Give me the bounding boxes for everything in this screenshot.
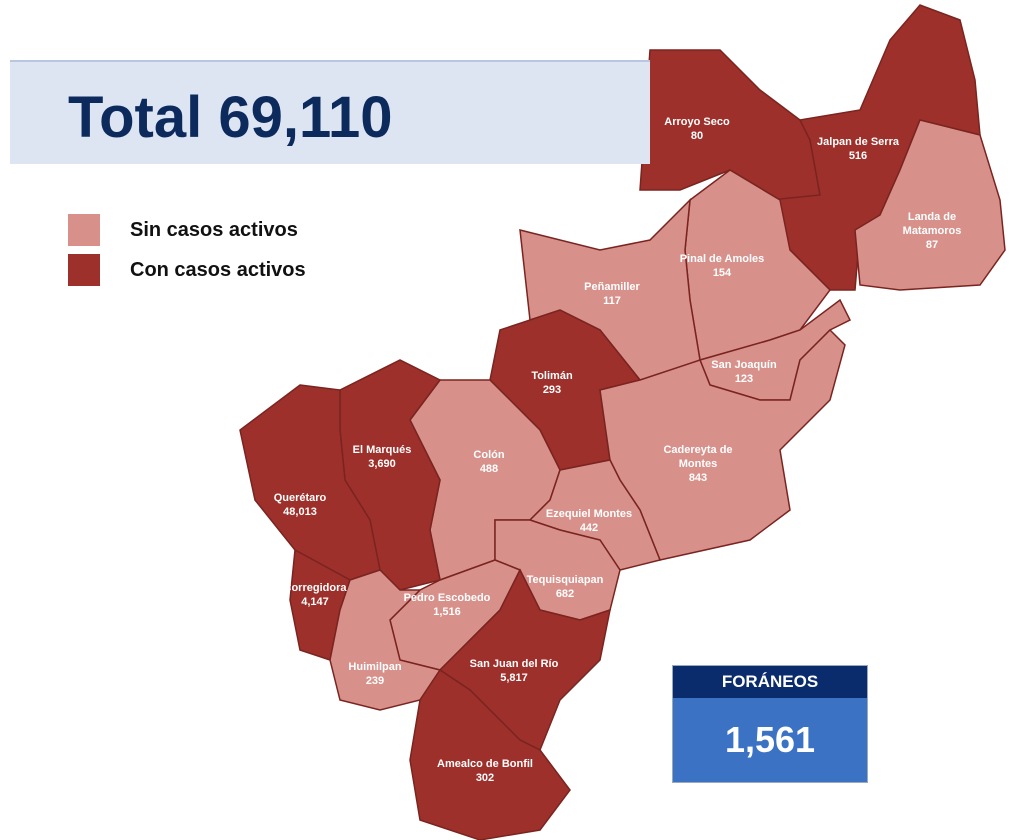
municipality-label: Querétaro 48,013: [245, 491, 355, 519]
legend-item: Sin casos activos: [68, 210, 306, 250]
municipality-value: 1,516: [433, 606, 461, 618]
municipality-value: 48,013: [283, 506, 317, 518]
municipality-name: Jalpan de Serra: [817, 136, 899, 148]
municipality-label: Cadereyta de Montes 843: [643, 443, 753, 485]
municipality-label: Tequisquiapan 682: [510, 573, 620, 601]
legend-label: Sin casos activos: [130, 218, 298, 241]
municipality-name: Pedro Escobedo: [403, 592, 491, 604]
municipality-name: Ezequiel Montes: [545, 508, 633, 520]
municipality-name: Colón: [473, 449, 505, 461]
municipality-value: 239: [365, 675, 385, 687]
municipality-value: 488: [479, 463, 499, 475]
municipality-label: Arroyo Seco 80: [642, 115, 752, 143]
municipality-value: 87: [925, 239, 939, 251]
municipality-label: Jalpan de Serra 516: [803, 135, 913, 163]
municipality-name: Amealco de Bonfil: [437, 758, 533, 770]
municipality-area: [409, 668, 571, 840]
municipality-name: Cadereyta de Montes: [663, 444, 733, 470]
municipality-label: El Marqués 3,690: [327, 443, 437, 471]
municipality-name: San Joaquín: [711, 359, 777, 371]
municipality-value: 293: [542, 384, 562, 396]
municipality-value: 3,690: [368, 458, 396, 470]
foraneos-value: 1,561: [673, 698, 867, 782]
municipality-label: Ezequiel Montes 442: [534, 507, 644, 535]
legend-label: Con casos activos: [130, 258, 306, 281]
foraneos-title: FORÁNEOS: [673, 666, 867, 698]
municipality-area: [854, 119, 1006, 291]
municipality-label: Huimilpan 239: [320, 660, 430, 688]
municipality-label: Landa de Matamoros 87: [877, 210, 987, 252]
municipality-label: Tolimán 293: [497, 369, 607, 397]
municipality-label: San Juan del Río 5,817: [459, 657, 569, 685]
municipality-value: 843: [688, 472, 708, 484]
banner: Total 69,110: [10, 60, 650, 164]
municipality-name: Peñamiller: [584, 281, 640, 293]
municipality-name: Corregidora: [283, 582, 347, 594]
municipality-name: Arroyo Seco: [664, 116, 730, 128]
municipality-label: Colón 488: [434, 448, 544, 476]
total-title: Total 69,110: [68, 85, 393, 150]
legend-swatch: [68, 214, 100, 246]
municipality-value: 442: [579, 522, 599, 534]
municipality-value: 516: [848, 150, 868, 162]
municipality-value: 154: [712, 267, 732, 279]
municipality-value: 4,147: [301, 596, 329, 608]
municipality-name: San Juan del Río: [469, 658, 559, 670]
municipality-value: 5,817: [500, 672, 528, 684]
municipality-label: Corregidora 4,147: [260, 581, 370, 609]
municipality-name: Pinal de Amoles: [679, 253, 765, 265]
municipality-label: Amealco de Bonfil 302: [430, 757, 540, 785]
legend-item: Con casos activos: [68, 250, 306, 290]
municipality-name: El Marqués: [352, 444, 412, 456]
municipality-name: Huimilpan: [348, 661, 402, 673]
municipality-value: 123: [734, 373, 754, 385]
municipality-label: Pedro Escobedo 1,516: [392, 591, 502, 619]
municipality-value: 117: [603, 295, 621, 307]
municipality-value: 682: [555, 588, 575, 600]
foraneos-box: FORÁNEOS 1,561: [672, 665, 868, 783]
municipality-name: Querétaro: [273, 492, 327, 504]
municipality-name: Landa de Matamoros: [902, 211, 962, 237]
municipality-label: Pinal de Amoles 154: [667, 252, 777, 280]
municipality-name: Tequisquiapan: [526, 574, 604, 586]
municipality-name: Tolimán: [531, 370, 573, 382]
municipality-label: San Joaquín 123: [689, 358, 799, 386]
legend: Sin casos activos Con casos activos: [68, 210, 306, 290]
municipality-value: 302: [475, 772, 495, 784]
municipality-value: 80: [690, 130, 704, 142]
legend-swatch: [68, 254, 100, 286]
municipality-label: Peñamiller 117: [557, 280, 667, 308]
